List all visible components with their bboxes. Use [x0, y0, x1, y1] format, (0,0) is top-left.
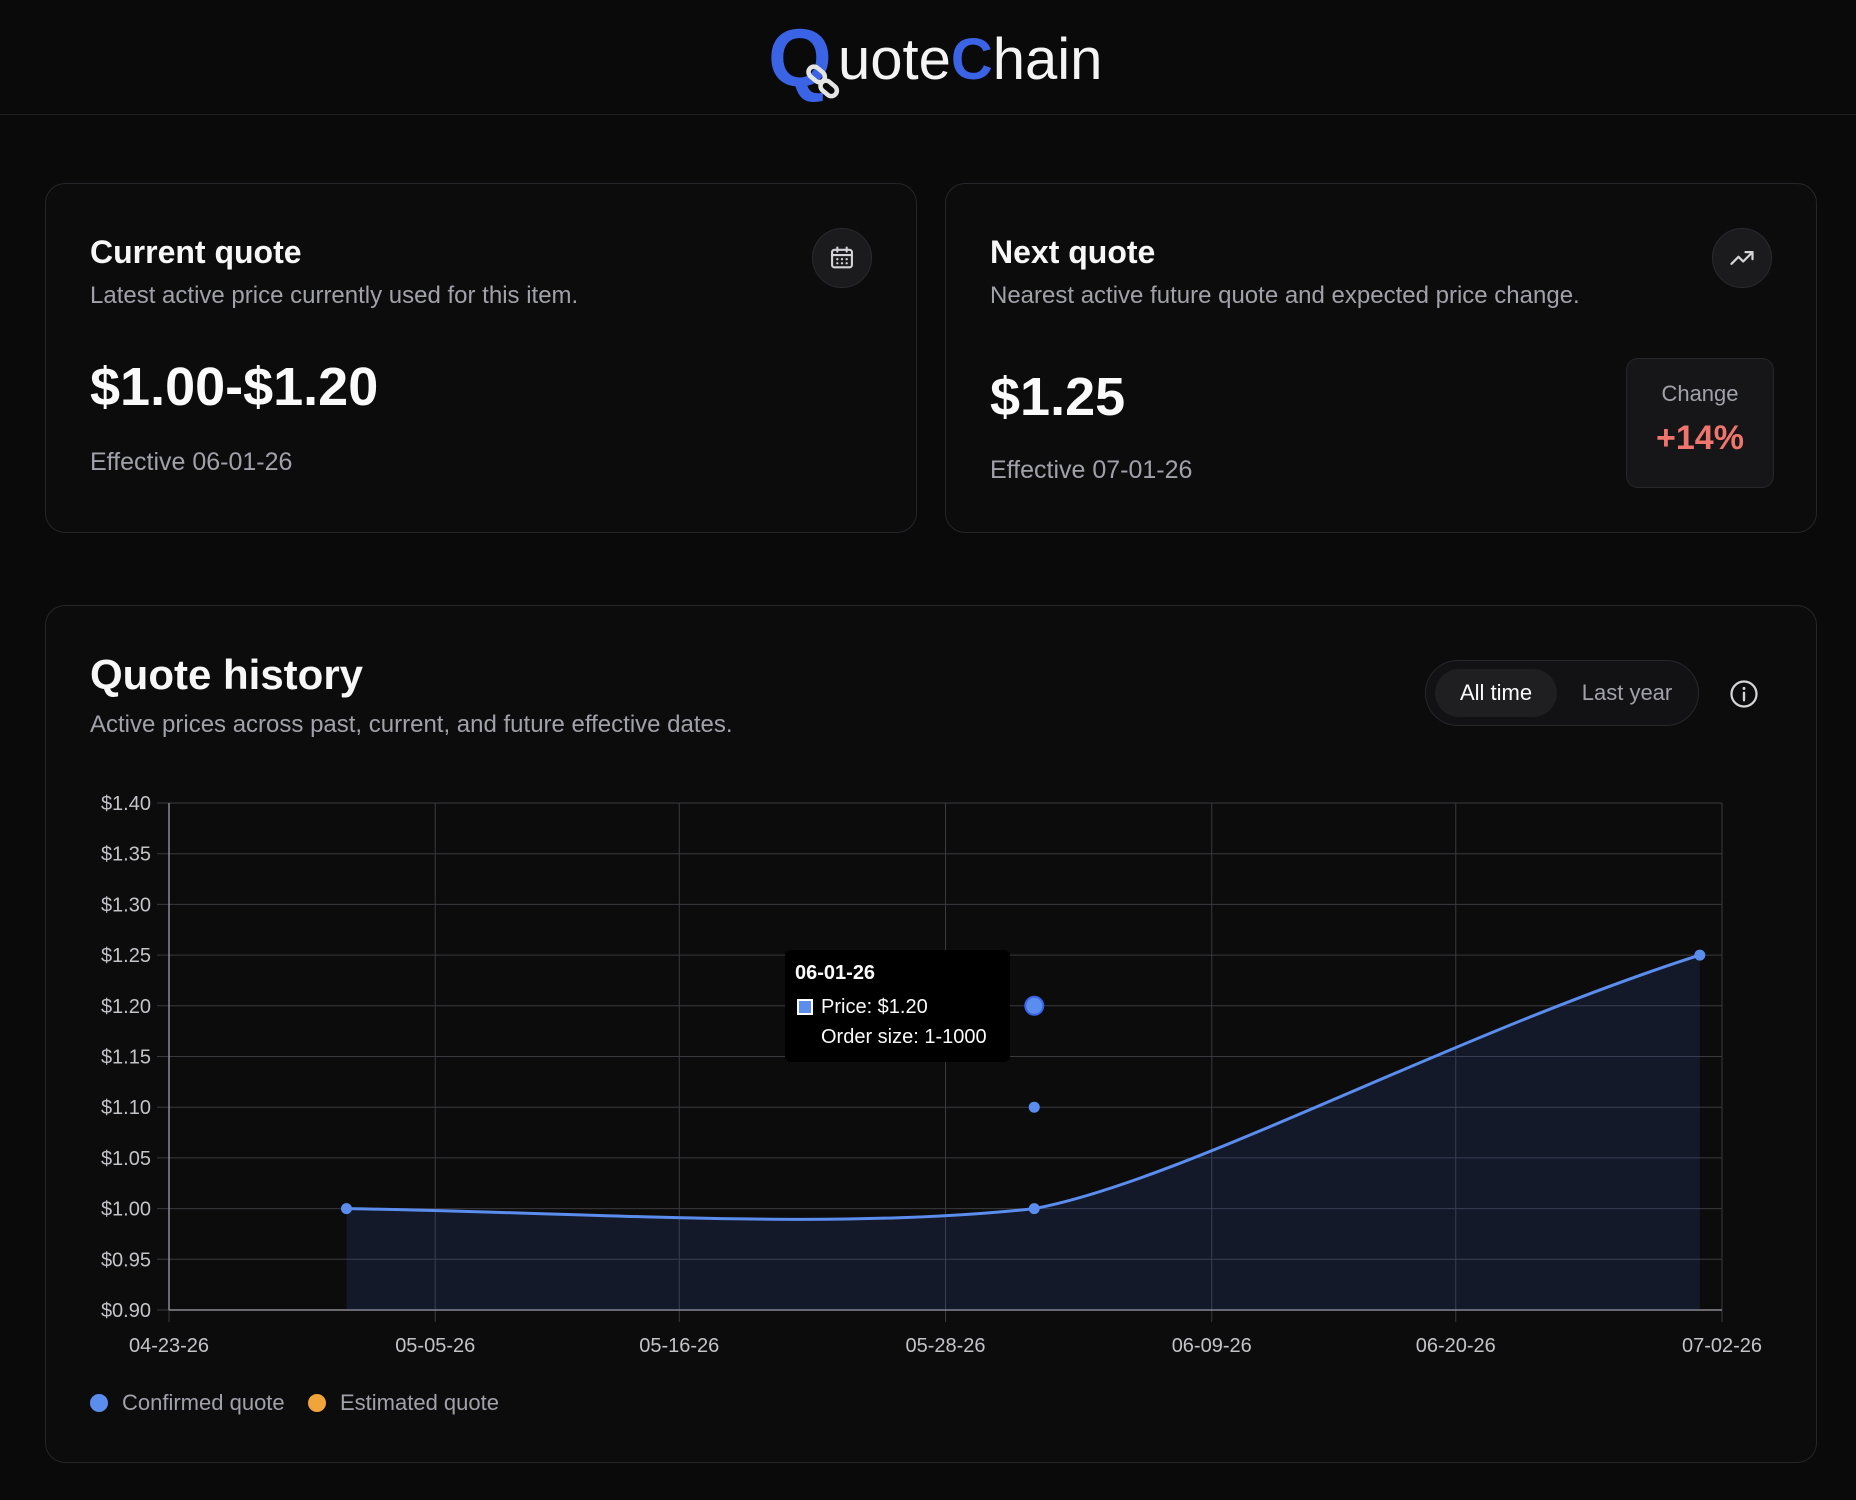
chart-tooltip: 06-01-26 Price: $1.20 Order size: 1-1000 — [785, 950, 1010, 1062]
quotechain-logo[interactable]: Q uote C hain — [768, 14, 1102, 104]
logo-mark: Q — [768, 18, 840, 100]
tooltip-date: 06-01-26 — [795, 962, 876, 984]
range-all-time[interactable]: All time — [1435, 669, 1557, 717]
current-quote-effective-date: Effective 06-01-26 — [90, 448, 293, 476]
app-header: Q uote C hain — [0, 0, 1856, 115]
legend-label-estimated: Estimated quote — [340, 1390, 499, 1415]
logo-word-hain: hain — [992, 26, 1103, 92]
change-value: +14% — [1656, 419, 1744, 457]
quote-history-title: Quote history — [90, 651, 364, 698]
next-quote-title: Next quote — [990, 234, 1156, 270]
legend-confirmed-quote[interactable]: Confirmed quote — [90, 1390, 285, 1416]
current-quote-price: $1.00-$1.20 — [90, 357, 379, 417]
legend-estimated-quote[interactable]: Estimated quote — [308, 1390, 499, 1416]
chain-link-icon — [806, 64, 840, 99]
logo-c-letter: C — [950, 26, 993, 92]
change-badge: Change +14% — [1626, 358, 1774, 488]
trending-up-icon — [1730, 251, 1754, 265]
tooltip-swatch — [797, 999, 813, 1015]
logo-word-uote: uote — [838, 26, 951, 92]
tooltip-price: Price: $1.20 — [821, 996, 928, 1018]
legend-dot-confirmed — [90, 1394, 108, 1412]
next-quote-effective-date: Effective 07-01-26 — [990, 456, 1193, 484]
info-icon[interactable] — [1729, 679, 1759, 709]
range-toggle: All time Last year — [1425, 660, 1699, 726]
next-quote-subtitle: Nearest active future quote and expected… — [990, 282, 1580, 309]
quote-history-subtitle: Active prices across past, current, and … — [90, 711, 733, 738]
change-label: Change — [1661, 381, 1739, 406]
calendar-icon — [831, 246, 853, 269]
trend-button[interactable] — [1712, 228, 1772, 288]
range-last-year[interactable]: Last year — [1581, 680, 1673, 705]
legend-label-confirmed: Confirmed quote — [122, 1390, 285, 1415]
next-quote-card: Next quote Nearest active future quote a… — [945, 183, 1817, 533]
legend-dot-estimated — [308, 1394, 326, 1412]
current-quote-card: Current quote Latest active price curren… — [45, 183, 917, 533]
current-quote-subtitle: Latest active price currently used for t… — [90, 282, 579, 309]
current-quote-title: Current quote — [90, 234, 302, 270]
calendar-button[interactable] — [812, 228, 872, 288]
next-quote-price: $1.25 — [990, 367, 1126, 427]
tooltip-order-size: Order size: 1-1000 — [821, 1026, 987, 1048]
